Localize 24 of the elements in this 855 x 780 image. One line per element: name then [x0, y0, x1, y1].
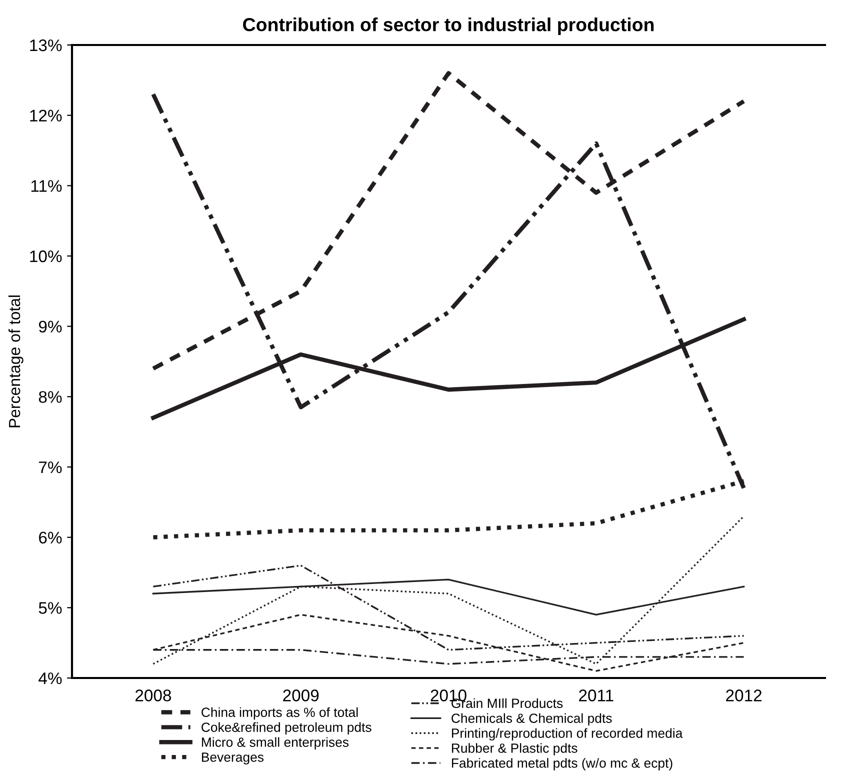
y-tick-label: 5%: [38, 602, 62, 614]
y-tick-label: 11%: [31, 180, 62, 192]
y-tick-label: 13%: [30, 39, 62, 52]
legend-label: Printing/reproduction of recorded media: [452, 728, 683, 740]
y-tick-label: 12%: [30, 110, 62, 122]
x-tick-label: 2009: [283, 690, 319, 702]
x-tick-label: 2012: [726, 690, 762, 702]
y-tick-label: 9%: [38, 320, 62, 333]
legend-label: Coke&refined petroleum pdts: [202, 722, 372, 735]
legend-label: Rubber & Plastic pdts: [452, 743, 578, 756]
y-tick-label: 8%: [38, 391, 62, 403]
legend-label: Beverages: [202, 752, 264, 764]
y-tick-label: 6%: [39, 532, 62, 544]
legend-label: Micro & small enterprises: [202, 737, 349, 750]
chart-title: Contribution of sector to industrial production: [243, 18, 654, 35]
y-tick-label: 4%: [38, 672, 62, 684]
legend-label: China imports as % of total: [202, 707, 358, 720]
y-tick-label: 7%: [39, 461, 62, 474]
legend-label: Chemicals & Chemical pdts: [452, 713, 612, 726]
y-axis-title: Percentage of total: [8, 296, 24, 428]
y-tick-label: 10%: [30, 250, 62, 262]
legend-label: Fabricated metal pdts (w/o mc & ecpt): [452, 758, 672, 770]
x-tick-label: 2008: [136, 690, 172, 702]
x-tick-label: 2011: [579, 690, 614, 702]
